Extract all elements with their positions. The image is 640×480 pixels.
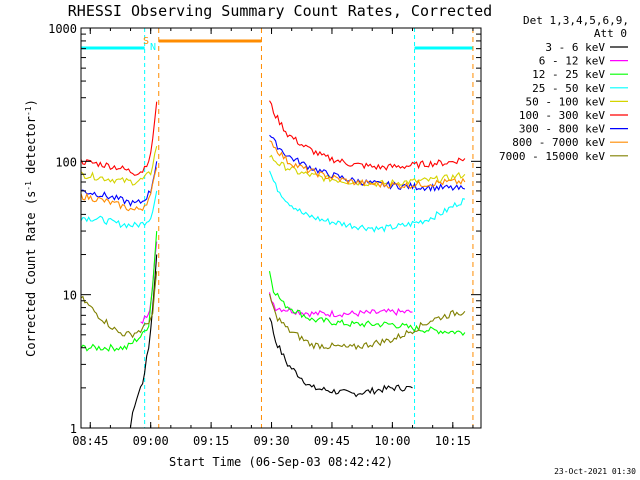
x-axis: 08:45 09:00 09:15 09:30 09:45 10:00 10:15 — [72, 28, 474, 448]
series-line-2-0 — [81, 231, 158, 352]
legend-label-1: 6 - 12 keV — [539, 55, 606, 68]
legend-label-6: 300 - 800 keV — [519, 123, 605, 136]
x-tick-label-3: 09:30 — [253, 434, 289, 448]
series-0 — [129, 254, 413, 428]
series-line-0-0 — [129, 254, 158, 428]
footer-timestamp: 23-Oct-2021 01:30 — [554, 467, 636, 476]
series-line-7-0 — [81, 167, 158, 212]
x-tick-label-4: 09:45 — [314, 434, 350, 448]
series-line-3-1 — [268, 170, 466, 233]
series-line-3-0 — [81, 190, 158, 229]
series-7 — [81, 140, 466, 212]
series-line-2-1 — [268, 270, 466, 337]
series-line-8-0 — [81, 271, 158, 339]
legend-label-8: 7000 - 15000 keV — [499, 150, 605, 163]
legend-header-detectors: Det 1,3,4,5,6,9, — [523, 14, 629, 27]
series-line-1-1 — [268, 292, 413, 318]
series-line-8-1 — [268, 293, 466, 351]
legend-label-2: 12 - 25 keV — [532, 68, 605, 81]
y-axis-label-part3: ) — [24, 99, 38, 106]
x-tick-label-2: 09:15 — [193, 434, 229, 448]
series-5 — [81, 100, 466, 176]
series-line-4-1 — [269, 154, 466, 188]
legend-label-5: 100 - 300 keV — [519, 109, 605, 122]
y-tick-label-0: 1 — [70, 422, 77, 436]
series-line-4-0 — [81, 145, 158, 186]
legend-label-0: 3 - 6 keV — [545, 41, 605, 54]
y-tick-label-2: 100 — [55, 155, 77, 169]
series-line-5-0 — [81, 101, 158, 176]
series-2 — [81, 231, 466, 352]
night-label: N — [150, 42, 156, 53]
x-tick-label-1: 09:00 — [133, 434, 169, 448]
legend-label-3: 25 - 50 keV — [532, 82, 605, 95]
x-axis-label: Start Time (06-Sep-03 08:42:42) — [169, 455, 393, 469]
x-tick-label-0: 08:45 — [72, 434, 108, 448]
y-axis-label-sup1: -1 — [24, 181, 33, 191]
series-line-0-1 — [268, 317, 413, 398]
chart-title: RHESSI Observing Summary Count Rates, Co… — [68, 2, 492, 20]
series-line-6-0 — [81, 161, 158, 208]
x-tick-label-5: 10:00 — [374, 434, 410, 448]
legend-label-4: 50 - 100 keV — [526, 95, 606, 108]
series-line-5-1 — [269, 100, 466, 171]
plot-area — [81, 28, 474, 428]
y-tick-label-3: 1000 — [48, 22, 77, 36]
series-line-7-1 — [269, 140, 466, 189]
legend-header-attenuator: Att 0 — [594, 27, 627, 40]
series-4 — [81, 145, 466, 188]
series-8 — [81, 271, 466, 351]
series-3 — [81, 170, 466, 233]
y-axis-label: Corrected Count Rate (s-1 detector-1) — [24, 99, 39, 357]
y-tick-label-1: 10 — [63, 289, 77, 303]
y-axis-label-sup2: -1 — [24, 106, 33, 116]
y-axis-label-part2: detector — [24, 116, 38, 181]
series-1 — [140, 241, 413, 324]
legend-label-7: 800 - 7000 keV — [512, 136, 605, 149]
saa-label: S — [143, 36, 149, 47]
y-axis: 1 10 100 1000 — [48, 22, 481, 436]
plot-frame — [80, 27, 482, 429]
y-axis-label-part1: Corrected Count Rate (s — [24, 191, 38, 357]
x-tick-label-6: 10:15 — [435, 434, 471, 448]
